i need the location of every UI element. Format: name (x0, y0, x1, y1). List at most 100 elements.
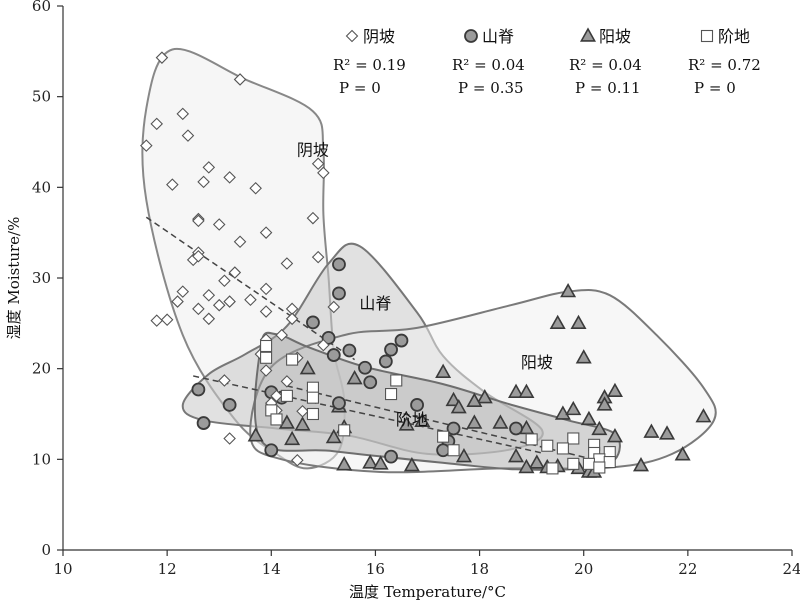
data-point-square-24 (582, 457, 595, 470)
x-tick-label-2: 14 (262, 560, 281, 578)
data-point-square-3 (306, 381, 319, 394)
data-point-triangle-5 (299, 360, 316, 375)
data-point-diamond-24 (280, 257, 294, 270)
data-point-triangle-8 (518, 383, 535, 398)
data-point-triangle-43 (403, 457, 420, 472)
data-point-circle-17 (446, 421, 461, 436)
x-tick-label-1: 12 (158, 560, 177, 578)
data-point-triangle-7 (508, 383, 525, 398)
data-point-triangle-42 (372, 455, 389, 470)
data-point-circle-4 (394, 333, 409, 348)
data-point-circle-5 (384, 342, 398, 357)
data-point-triangle-20 (398, 416, 415, 431)
data-point-circle-18 (509, 421, 523, 436)
data-point-diamond-29 (244, 293, 257, 307)
y-tick-label-2: 20 (32, 360, 51, 378)
data-point-triangle-26 (565, 400, 582, 416)
data-point-circle-8 (378, 354, 393, 369)
y-axis-title: 湿度 Moisture/% (5, 217, 23, 340)
legend-p-0: P = 0 (339, 79, 381, 97)
data-points (140, 51, 712, 478)
data-point-diamond-12 (249, 181, 262, 195)
data-point-diamond-38 (150, 314, 164, 327)
y-tick-label-4: 40 (32, 178, 51, 196)
x-tick-label-4: 18 (470, 560, 489, 578)
legend-marker-triangle (579, 27, 597, 42)
data-point-diamond-28 (202, 288, 216, 302)
region-label-3: 阶地 (396, 410, 428, 429)
data-point-diamond-9 (197, 175, 210, 189)
legend-p-1: P = 0.35 (458, 79, 524, 97)
data-point-square-4 (280, 389, 293, 402)
data-point-diamond-3 (176, 107, 190, 121)
data-point-triangle-11 (596, 396, 613, 411)
data-point-diamond-18 (233, 235, 247, 249)
data-point-circle-12 (191, 382, 206, 397)
legend-r2-0: R² = 0.19 (333, 56, 406, 74)
data-point-circle-14 (222, 398, 237, 412)
data-point-triangle-34 (284, 430, 301, 446)
data-point-diamond-46 (259, 364, 273, 377)
data-point-triangle-9 (606, 382, 623, 398)
data-point-triangle-0 (560, 282, 577, 298)
data-point-square-17 (447, 444, 460, 457)
data-point-triangle-38 (528, 454, 545, 469)
data-point-square-6 (390, 374, 403, 387)
data-point-square-1 (260, 351, 273, 364)
data-point-square-5 (306, 391, 319, 404)
y-tick-label-1: 10 (32, 450, 51, 468)
data-point-circle-15 (332, 396, 346, 411)
data-point-triangle-6 (346, 370, 363, 385)
data-point-circle-20 (196, 416, 211, 430)
data-point-diamond-1 (233, 73, 247, 86)
data-point-triangle-32 (695, 408, 712, 423)
data-point-square-26 (546, 462, 559, 475)
data-point-diamond-17 (259, 226, 273, 239)
data-point-diamond-0 (155, 51, 169, 64)
data-point-square-9 (306, 407, 319, 421)
data-point-diamond-10 (317, 166, 330, 180)
legend-r2-3: R² = 0.72 (688, 56, 761, 74)
legend-label-1: 山脊 (482, 27, 514, 46)
data-point-triangle-4 (435, 363, 452, 378)
legend-r2-2: R² = 0.04 (569, 56, 642, 74)
y-tick-label-5: 50 (32, 88, 51, 106)
data-point-triangle-15 (450, 399, 467, 414)
data-point-diamond-33 (192, 302, 205, 316)
data-point-triangle-37 (508, 447, 525, 463)
data-point-triangle-48 (632, 457, 650, 472)
data-point-triangle-14 (445, 391, 462, 407)
data-point-diamond-54 (291, 453, 304, 467)
y-tick-label-6: 60 (32, 0, 51, 15)
data-point-diamond-39 (202, 312, 216, 326)
legend-marker-diamond (345, 29, 359, 43)
data-point-triangle-13 (466, 392, 483, 408)
data-point-diamond-25 (218, 274, 231, 287)
data-point-circle-3 (321, 330, 336, 345)
data-point-circle-1 (332, 286, 346, 301)
data-point-triangle-44 (518, 458, 535, 474)
data-point-triangle-29 (606, 428, 623, 443)
data-point-triangle-2 (570, 314, 587, 330)
data-point-triangle-41 (362, 454, 379, 469)
data-point-triangle-30 (643, 423, 660, 438)
data-point-square-11 (338, 424, 351, 437)
legend-r2-1: R² = 0.04 (452, 56, 525, 74)
data-point-circle-16 (410, 398, 424, 412)
data-point-circle-7 (326, 348, 341, 362)
data-point-square-13 (525, 433, 538, 446)
data-point-circle-10 (363, 375, 378, 390)
data-point-triangle-21 (414, 412, 431, 427)
data-point-triangle-25 (554, 405, 571, 420)
data-point-triangle-36 (455, 447, 472, 463)
data-point-diamond-35 (259, 305, 273, 318)
data-point-triangle-17 (278, 414, 295, 429)
x-tick-label-0: 10 (53, 560, 72, 578)
data-point-square-12 (437, 430, 450, 443)
data-point-diamond-26 (259, 282, 273, 296)
data-point-triangle-28 (591, 420, 608, 436)
legend-marker-square (700, 29, 714, 43)
legend-label-3: 阶地 (718, 27, 750, 46)
